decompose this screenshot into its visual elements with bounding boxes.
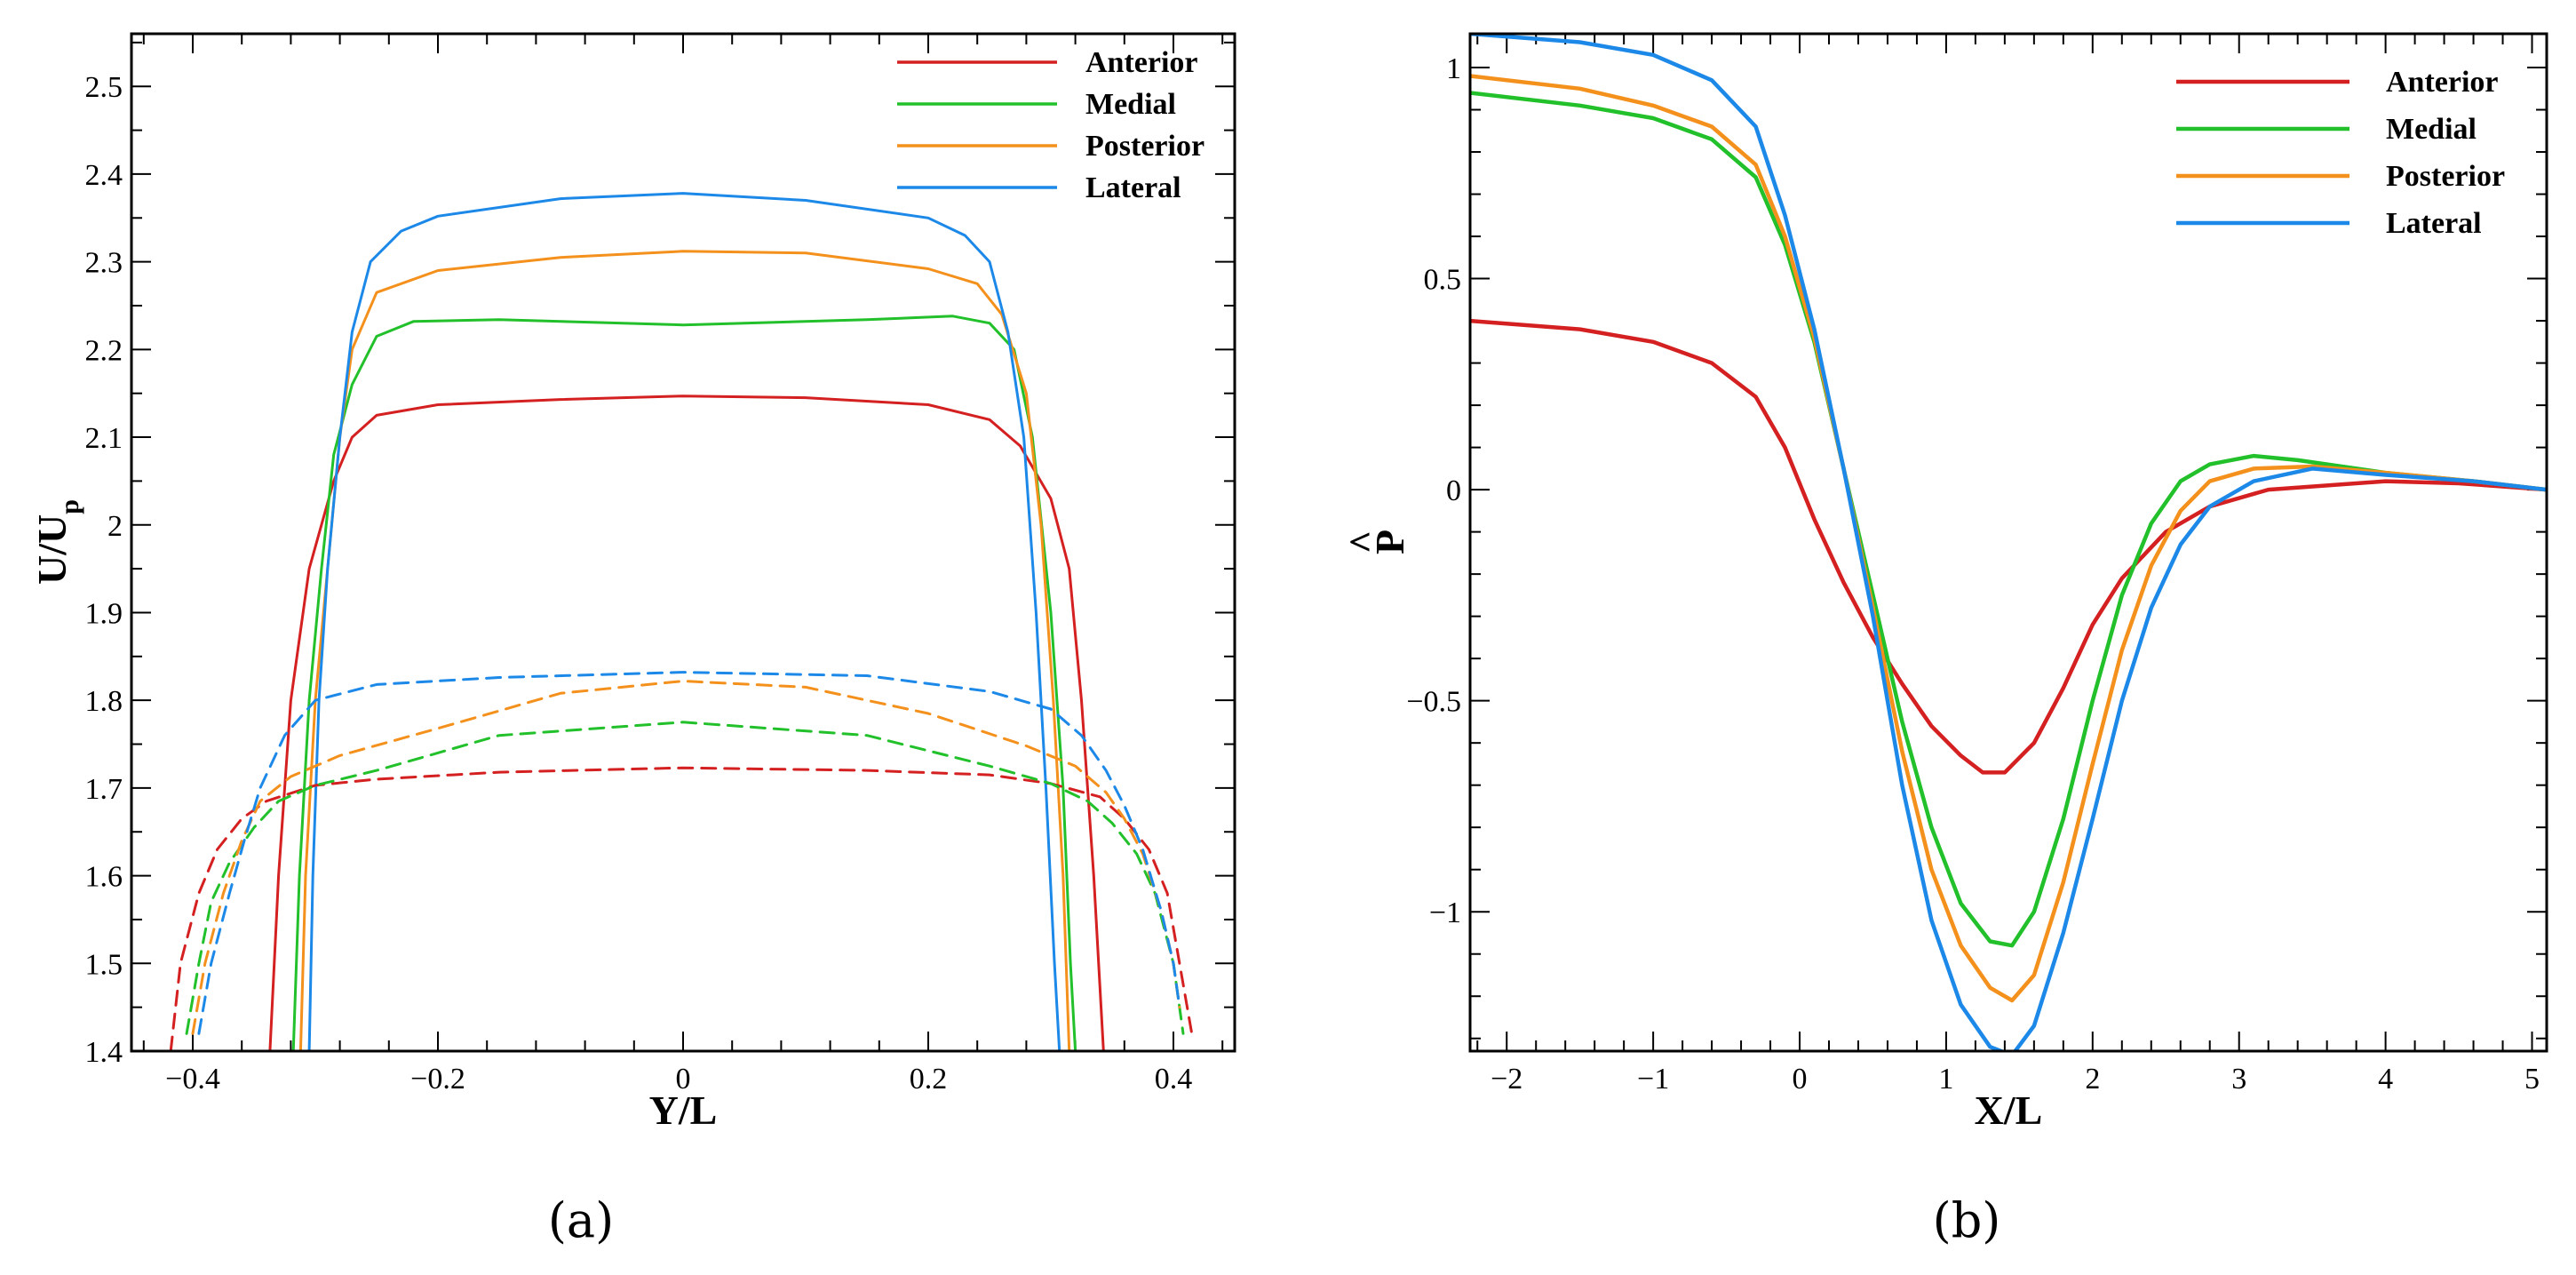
x-tick-label: −2 (1491, 1063, 1523, 1096)
x-tick-label: 0 (676, 1063, 691, 1096)
panel-b-legend: Anterior Medial Posterior Lateral (2176, 66, 2505, 240)
y-tick-label: 2.1 (85, 422, 123, 455)
panel-a-series (169, 192, 1194, 1051)
panel-a-ticks (131, 34, 1235, 1052)
series-line-lateral (1470, 34, 2547, 1051)
series-line-posterior (1470, 74, 2547, 1003)
y-tick-label: 0 (1446, 474, 1461, 507)
panel-b-frame (1468, 32, 2548, 1053)
series-line-medial (291, 315, 1077, 1051)
legend-label-lateral: Lateral (2386, 207, 2482, 240)
x-tick-label: 3 (2231, 1063, 2246, 1096)
x-tick-label: −0.2 (410, 1063, 465, 1096)
panel-a-xlabel: Y/L (649, 1088, 718, 1133)
series-line-medial-dashed (185, 721, 1185, 1035)
series-line-anterior-dashed (169, 766, 1194, 1051)
x-tick-label: 2 (2085, 1063, 2100, 1096)
legend-label-medial: Medial (2386, 113, 2477, 146)
svg-text:U/Up: U/Up (29, 499, 84, 585)
x-tick-label: −0.4 (165, 1063, 220, 1096)
panel-b-ylabel-hat: ^ (1340, 530, 1386, 554)
panel-a-label: (a) (548, 1192, 614, 1248)
y-tick-label: 1.8 (85, 685, 123, 718)
panel-b-ylabel: P ^ (1340, 530, 1412, 554)
y-tick-label: 2.4 (85, 159, 123, 192)
series-line-lateral (307, 192, 1061, 1051)
y-tick-label: 1 (1446, 52, 1461, 85)
panel-b: −2 −1 0 1 2 3 4 5 −1 −0.5 0 0.5 1 Anterior Medial Post… (1340, 32, 2548, 1248)
panel-a-frame (130, 32, 1236, 1053)
panel-a-legend: Anterior Medial Posterior Lateral (897, 46, 1205, 204)
panel-b-tick-labels: −2 −1 0 1 2 3 4 5 −1 −0.5 0 0.5 1 (1406, 52, 2540, 1096)
panel-a: −0.4 −0.2 0 0.2 0.4 1.4 1.5 1.6 1.7 1.8 1.9 2 2.1 2.2… (29, 32, 1236, 1248)
series-line-posterior (298, 250, 1071, 1051)
y-tick-label: 0.5 (1424, 264, 1462, 297)
legend-label-anterior: Anterior (2386, 66, 2499, 99)
y-tick-label: 1.5 (85, 948, 123, 981)
series-line-medial (1470, 91, 2547, 948)
y-tick-label: 2 (107, 510, 123, 543)
series-line-anterior (268, 394, 1105, 1051)
legend-label-posterior: Posterior (2386, 160, 2505, 193)
panel-a-ylabel-sub: p (55, 499, 84, 514)
panel-a-ylabel-main: U/U (29, 514, 75, 585)
y-tick-label: 2.2 (85, 334, 123, 367)
y-tick-label: −0.5 (1406, 686, 1461, 719)
x-tick-label: 1 (1938, 1063, 1953, 1096)
panel-b-ticks (1470, 34, 2547, 1051)
panel-a-tick-labels: −0.4 −0.2 0 0.2 0.4 1.4 1.5 1.6 1.7 1.8 1.9 2 2.1 2.2… (85, 71, 1193, 1096)
x-tick-label: 4 (2378, 1063, 2393, 1096)
y-tick-label: 1.9 (85, 597, 123, 630)
legend-label-posterior: Posterior (1085, 130, 1205, 163)
y-tick-label: 1.4 (85, 1036, 123, 1069)
panel-a-ylabel: U/Up (29, 499, 84, 585)
series-line-lateral-dashed (197, 671, 1181, 1035)
series-line-posterior-dashed (191, 680, 1181, 1035)
x-tick-label: −1 (1637, 1063, 1669, 1096)
series-line-anterior (1470, 318, 2547, 775)
y-tick-label: 1.7 (85, 773, 123, 806)
x-tick-label: 0 (1793, 1063, 1808, 1096)
x-tick-label: 0.4 (1155, 1063, 1193, 1096)
x-tick-label: 0.2 (910, 1063, 948, 1096)
y-tick-label: 1.6 (85, 861, 123, 894)
y-tick-label: 2.3 (85, 247, 123, 280)
x-tick-label: 5 (2524, 1063, 2540, 1096)
legend-label-lateral: Lateral (1085, 171, 1181, 204)
legend-label-medial: Medial (1085, 88, 1176, 121)
y-tick-label: −1 (1429, 896, 1461, 929)
panel-b-series (1470, 34, 2547, 1051)
y-tick-label: 2.5 (85, 71, 123, 104)
panel-b-xlabel: X/L (1975, 1088, 2043, 1133)
panel-b-label: (b) (1933, 1192, 2001, 1248)
panel-b-ylabel-main: P (1367, 530, 1412, 554)
legend-label-anterior: Anterior (1085, 46, 1198, 79)
